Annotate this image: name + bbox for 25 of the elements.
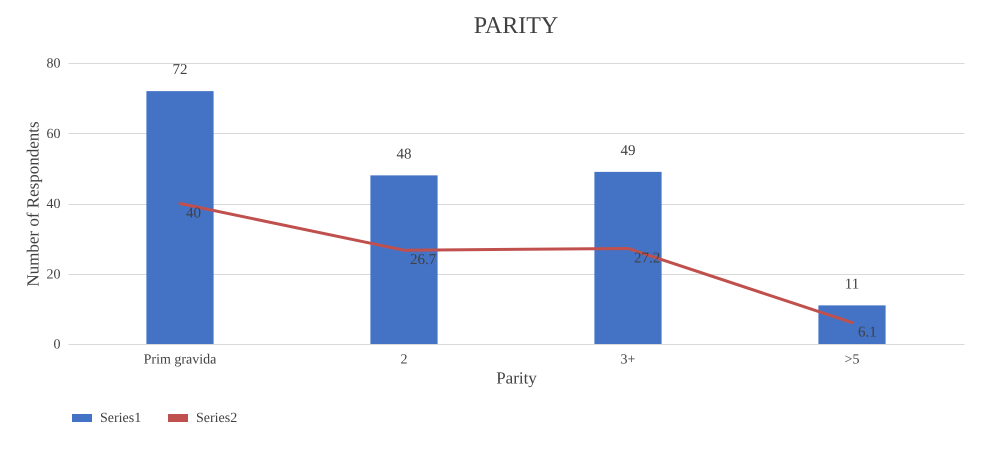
data-label: 72: [172, 62, 188, 78]
bar: [370, 175, 438, 344]
data-label: 26.7: [410, 252, 437, 268]
x-tick-label: 2: [400, 352, 408, 368]
data-label: 48: [396, 146, 412, 162]
x-tick-label: >5: [844, 352, 860, 368]
y-tick-label: 40: [46, 197, 60, 212]
bar: [594, 172, 662, 344]
data-label: 40: [186, 206, 201, 222]
legend-label: Series2: [196, 411, 238, 426]
y-tick-label: 80: [46, 56, 60, 72]
chart-title: PARITY: [474, 13, 558, 39]
x-tick-label: 3+: [620, 352, 636, 368]
data-label: 49: [620, 142, 636, 159]
y-tick-label: 0: [54, 338, 60, 352]
x-tick-label: Prim gravida: [144, 352, 218, 368]
y-axis-title: Number of Respondents: [24, 121, 42, 287]
data-label: 11: [844, 276, 860, 292]
legend-label: Series1: [100, 411, 142, 426]
y-tick-label: 20: [46, 267, 60, 282]
data-label: 6.1: [858, 324, 877, 341]
bar: [818, 305, 886, 344]
bar: [146, 91, 214, 344]
y-tick-label: 60: [46, 126, 60, 142]
x-axis-title: Parity: [496, 368, 538, 388]
